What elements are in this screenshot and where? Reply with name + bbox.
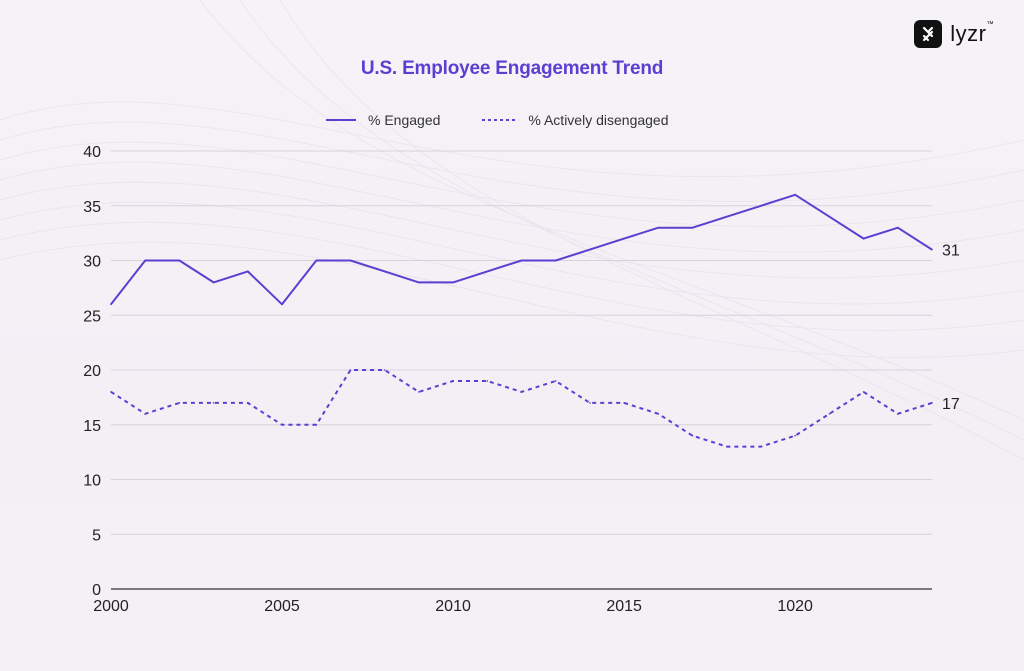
y-tick-label: 30 (83, 254, 101, 271)
end-label-disengaged: 17 (942, 396, 960, 413)
data-point-engaged (760, 204, 762, 207)
data-point-disengaged (589, 402, 591, 404)
data-point-engaged (315, 259, 318, 262)
data-point-disengaged (281, 423, 283, 426)
data-point-disengaged (418, 391, 420, 393)
data-point-engaged (725, 215, 728, 218)
data-point-engaged (349, 259, 352, 262)
data-point-engaged (623, 237, 625, 240)
brand-logo: lyzr™ (914, 20, 994, 48)
data-point-disengaged (862, 391, 865, 393)
y-tick-label: 15 (83, 418, 101, 435)
data-point-disengaged (657, 413, 660, 415)
data-point-disengaged (452, 380, 454, 382)
data-point-engaged (418, 281, 420, 284)
y-tick-label: 40 (83, 144, 101, 161)
y-tick-label: 0 (92, 582, 101, 599)
data-point-engaged (794, 194, 796, 196)
data-point-engaged (931, 248, 933, 251)
logo-text: lyzr™ (950, 21, 994, 46)
data-point-engaged (691, 226, 694, 229)
x-tick-label: 2005 (264, 598, 300, 615)
data-point-engaged (452, 281, 454, 284)
data-point-disengaged (349, 369, 352, 371)
data-point-engaged (828, 215, 831, 218)
data-point-engaged (554, 259, 557, 262)
data-point-disengaged (931, 402, 933, 404)
data-point-engaged (247, 270, 249, 273)
data-point-engaged (383, 270, 386, 273)
lyzr-logo-icon (914, 20, 943, 48)
data-point-disengaged (794, 434, 796, 437)
data-point-engaged (520, 259, 523, 262)
data-point-disengaged (315, 423, 318, 426)
y-tick-label: 20 (83, 363, 101, 380)
y-tick-label: 10 (83, 473, 101, 490)
x-tick-label: 1020 (777, 598, 813, 615)
legend-solid-line-icon (326, 119, 356, 121)
y-tick-label: 35 (83, 199, 101, 216)
data-point-disengaged (383, 369, 386, 371)
data-point-disengaged (623, 402, 625, 404)
series-line-engaged (110, 193, 933, 306)
data-point-engaged (896, 226, 899, 229)
data-point-disengaged (896, 413, 899, 415)
data-point-disengaged (247, 402, 249, 404)
series-line-disengaged (110, 369, 933, 448)
data-point-disengaged (760, 445, 762, 448)
chart-legend: % Engaged % Actively disengaged (326, 112, 669, 128)
legend-item-engaged: % Engaged (326, 112, 440, 128)
data-point-disengaged (520, 391, 523, 393)
data-point-disengaged (691, 434, 694, 437)
data-point-engaged (212, 281, 215, 284)
legend-label-engaged: % Engaged (368, 112, 441, 128)
end-label-engaged: 31 (942, 243, 960, 260)
y-tick-label: 25 (83, 308, 101, 325)
data-point-engaged (486, 270, 489, 273)
x-tick-label: 2015 (606, 598, 642, 615)
data-point-disengaged (828, 413, 831, 415)
data-point-engaged (110, 303, 112, 306)
data-point-engaged (589, 248, 591, 251)
legend-item-disengaged: % Actively disengaged (482, 112, 669, 128)
data-point-engaged (657, 226, 660, 229)
y-tick-label: 5 (92, 527, 101, 544)
data-point-disengaged (554, 380, 557, 382)
x-tick-label: 2000 (93, 598, 129, 615)
data-point-engaged (281, 303, 283, 306)
data-point-disengaged (212, 402, 215, 404)
legend-label-disengaged: % Actively disengaged (528, 112, 669, 128)
data-point-disengaged (144, 413, 147, 415)
data-point-engaged (862, 237, 865, 240)
data-point-disengaged (110, 391, 112, 393)
data-point-disengaged (178, 402, 181, 404)
x-tick-label: 2010 (435, 598, 471, 615)
data-point-engaged (144, 259, 147, 262)
chart-title: U.S. Employee Engagement Trend (360, 58, 664, 79)
data-point-disengaged (486, 380, 489, 382)
data-point-engaged (178, 259, 181, 262)
data-point-disengaged (725, 445, 728, 448)
